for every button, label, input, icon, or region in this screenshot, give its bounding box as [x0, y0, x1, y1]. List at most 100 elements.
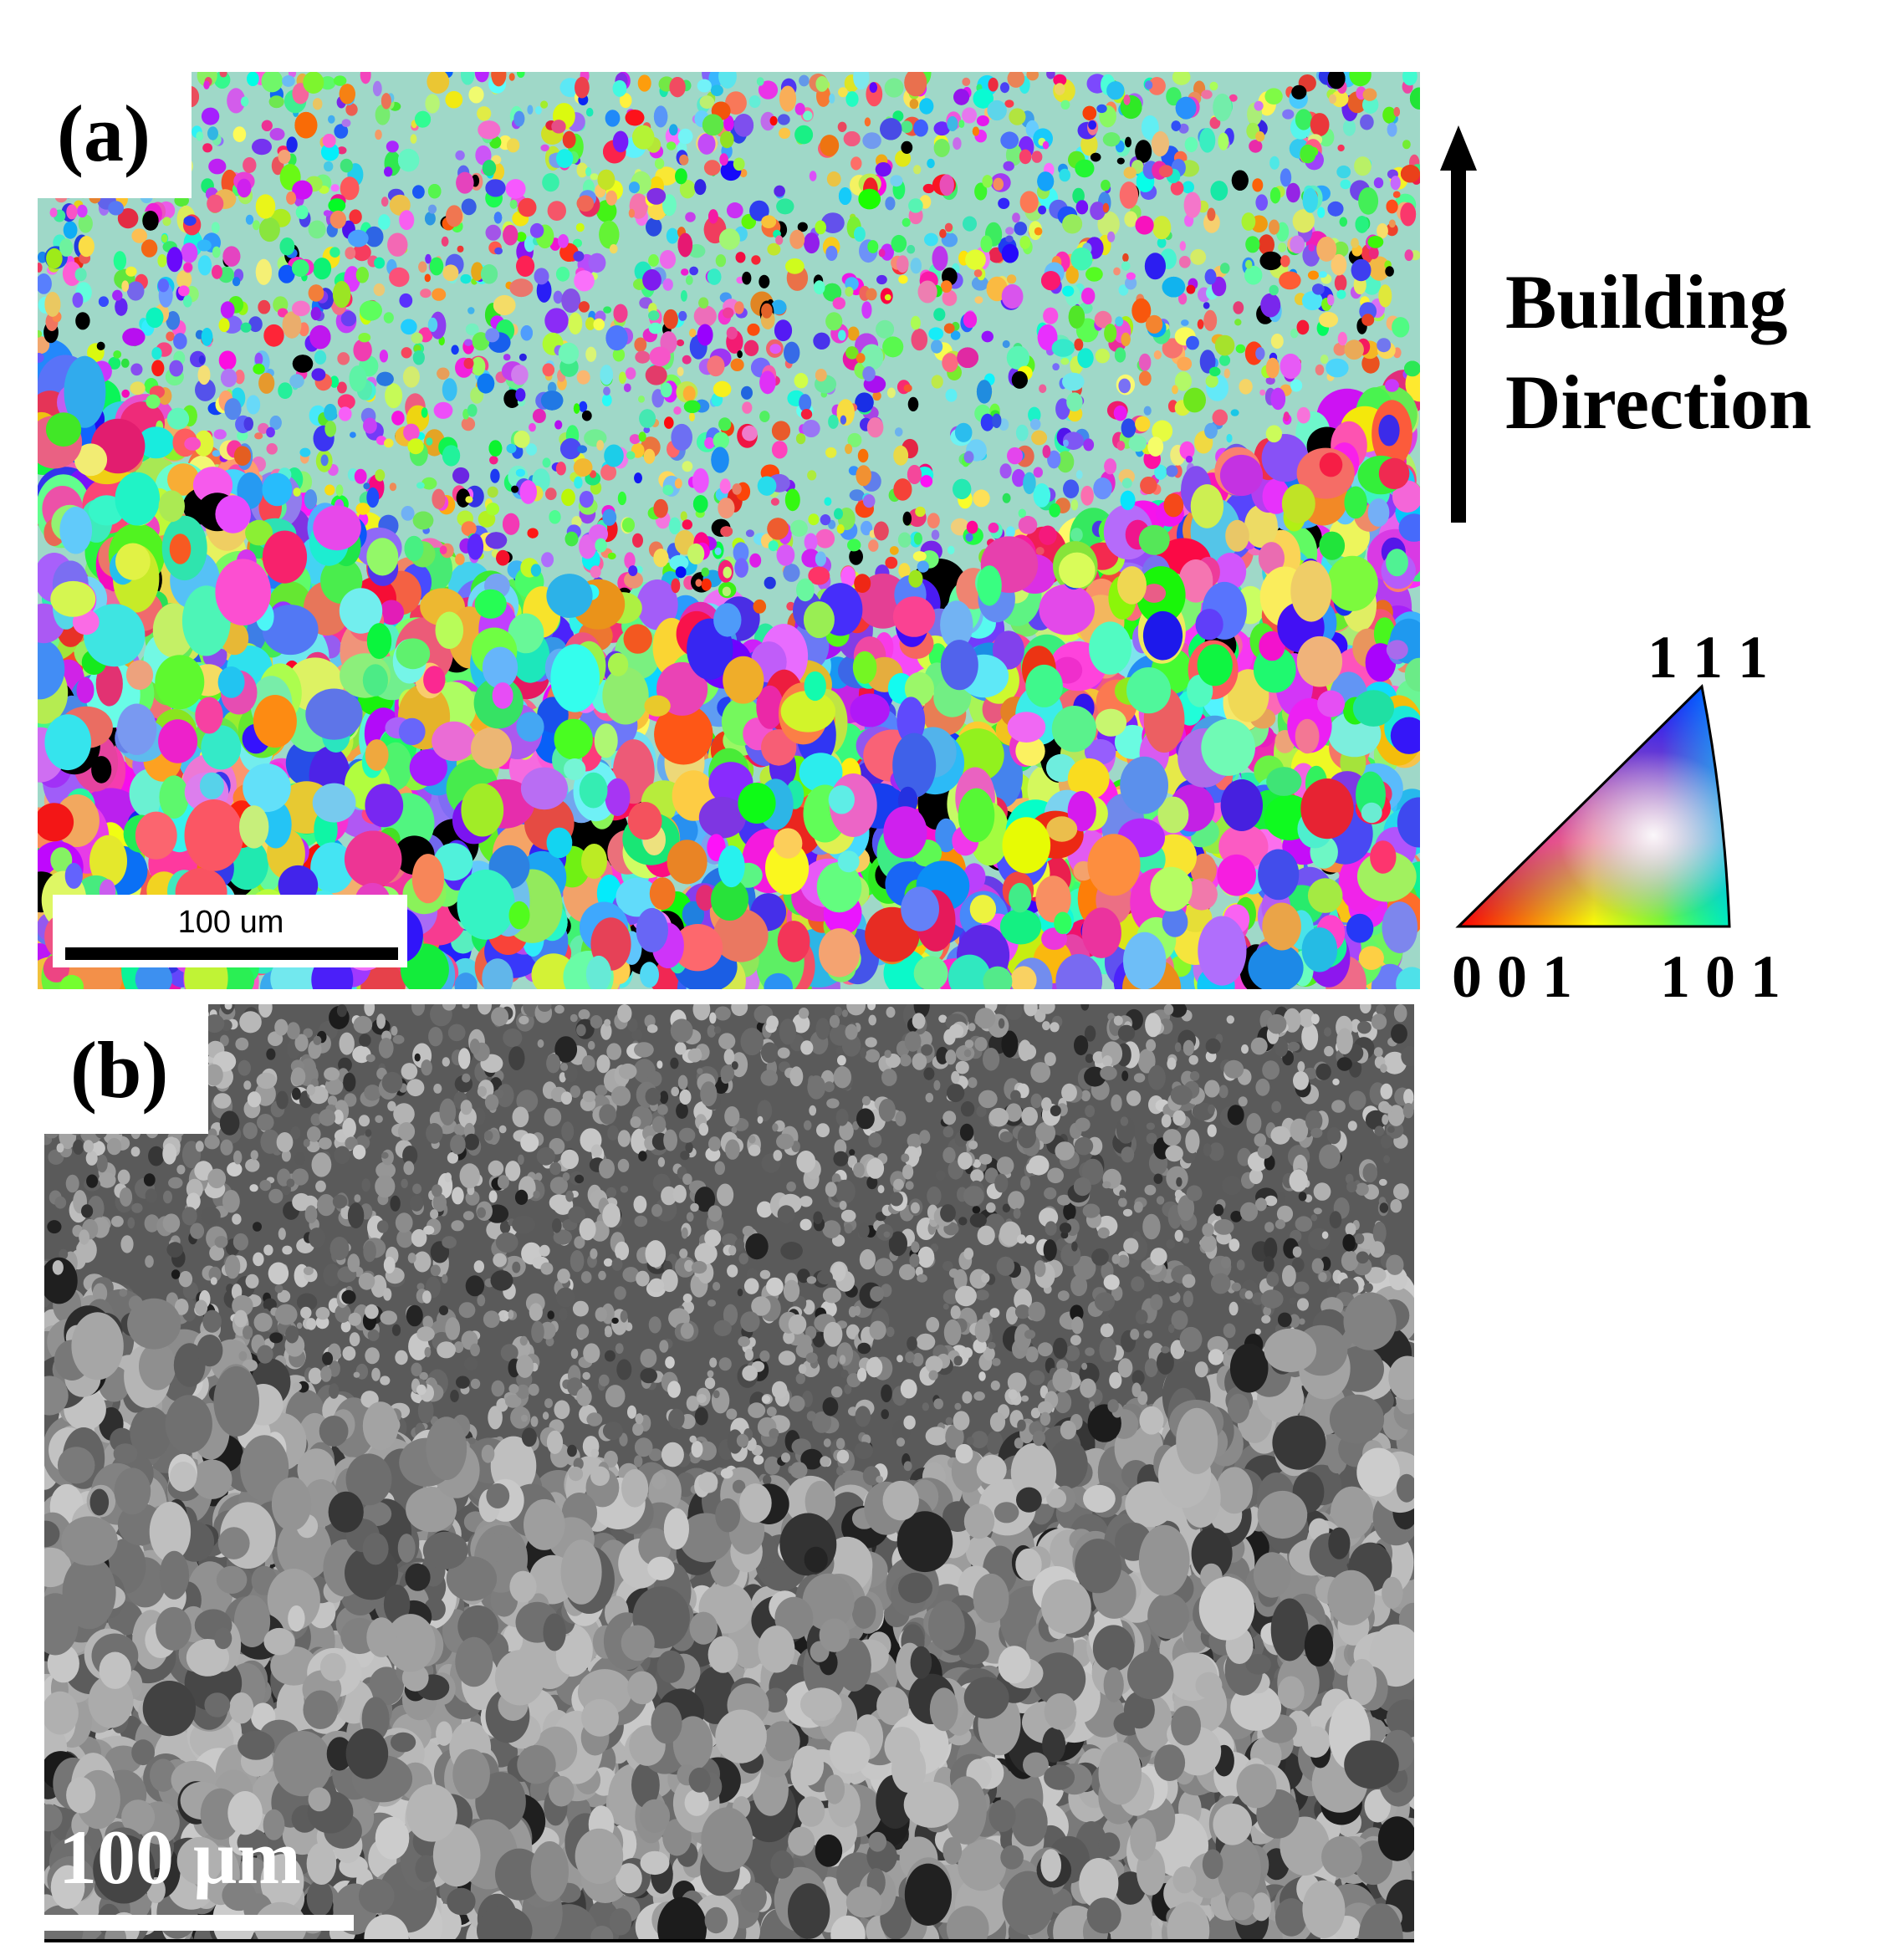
grain [137, 426, 175, 459]
grain [345, 247, 356, 260]
grain [1190, 484, 1224, 528]
grain [516, 255, 535, 277]
grain [868, 539, 879, 552]
grain [895, 150, 912, 167]
grain [748, 95, 761, 108]
grain [1404, 657, 1420, 692]
grain [1014, 222, 1028, 236]
grain [751, 255, 761, 265]
grain [646, 187, 667, 205]
grain [155, 655, 205, 710]
grain [337, 394, 355, 411]
grain [193, 430, 214, 457]
grain [680, 290, 687, 302]
grain [391, 411, 405, 426]
grain [375, 129, 382, 140]
grain [305, 688, 363, 740]
grain [435, 611, 464, 650]
grain [708, 209, 718, 224]
grain [597, 169, 616, 191]
grain [907, 396, 919, 411]
grain [1331, 90, 1349, 108]
grain [910, 315, 921, 330]
grain [796, 578, 815, 602]
grain [1280, 353, 1302, 380]
grain [697, 133, 716, 155]
grain [1296, 406, 1310, 424]
grain [1113, 267, 1121, 276]
grain [207, 126, 218, 140]
grain [1248, 943, 1304, 989]
grain [1358, 946, 1384, 970]
grain [1083, 438, 1095, 452]
grain [1318, 271, 1327, 278]
grain [1386, 199, 1398, 214]
grain [432, 288, 447, 301]
grain [593, 318, 605, 331]
grain [489, 456, 498, 465]
grain [518, 197, 537, 217]
grain [38, 251, 48, 263]
grain [680, 511, 687, 521]
grain [948, 954, 991, 989]
grain [224, 398, 242, 421]
grain [1009, 108, 1026, 125]
grain [804, 533, 818, 552]
grain [1377, 338, 1392, 353]
grain [1097, 211, 1120, 237]
grain [654, 158, 665, 170]
grain [962, 77, 971, 86]
grain [96, 341, 105, 350]
grain [362, 664, 388, 697]
grain [461, 417, 476, 431]
grain [509, 199, 518, 209]
grain [602, 666, 649, 725]
grain [624, 571, 643, 589]
grain [1390, 717, 1420, 754]
grain [605, 190, 617, 206]
grain [108, 356, 121, 370]
grain [1119, 181, 1139, 209]
grain [1166, 465, 1178, 477]
grain [1378, 284, 1392, 308]
grain [1015, 736, 1045, 766]
grain [737, 350, 743, 359]
grain [389, 482, 397, 492]
grain [524, 236, 535, 253]
grain [1037, 324, 1058, 350]
grain [815, 369, 827, 382]
grain [207, 194, 224, 213]
grain [965, 249, 986, 270]
grain [703, 160, 721, 176]
grain [1012, 212, 1020, 223]
grain [467, 307, 475, 314]
grain [544, 308, 569, 334]
grain [834, 508, 843, 520]
grain [445, 90, 463, 109]
grain [774, 185, 785, 197]
grain [1390, 176, 1401, 191]
grain [253, 695, 297, 748]
grain [559, 438, 582, 460]
grain [383, 312, 394, 324]
grain [513, 431, 530, 448]
grain [1090, 202, 1106, 221]
grain [471, 262, 484, 282]
grain [558, 342, 580, 365]
grain [1039, 384, 1047, 394]
grain [1265, 357, 1280, 379]
grain [347, 229, 369, 248]
grain [461, 783, 504, 837]
grain [662, 484, 674, 496]
grain [1120, 490, 1136, 511]
grain [1373, 177, 1384, 189]
grain [643, 448, 656, 464]
grain [577, 445, 587, 453]
grain [1012, 468, 1026, 487]
grain [909, 99, 919, 110]
grain [695, 579, 702, 587]
grain [933, 308, 946, 321]
grain [815, 220, 826, 235]
grain [885, 197, 896, 211]
